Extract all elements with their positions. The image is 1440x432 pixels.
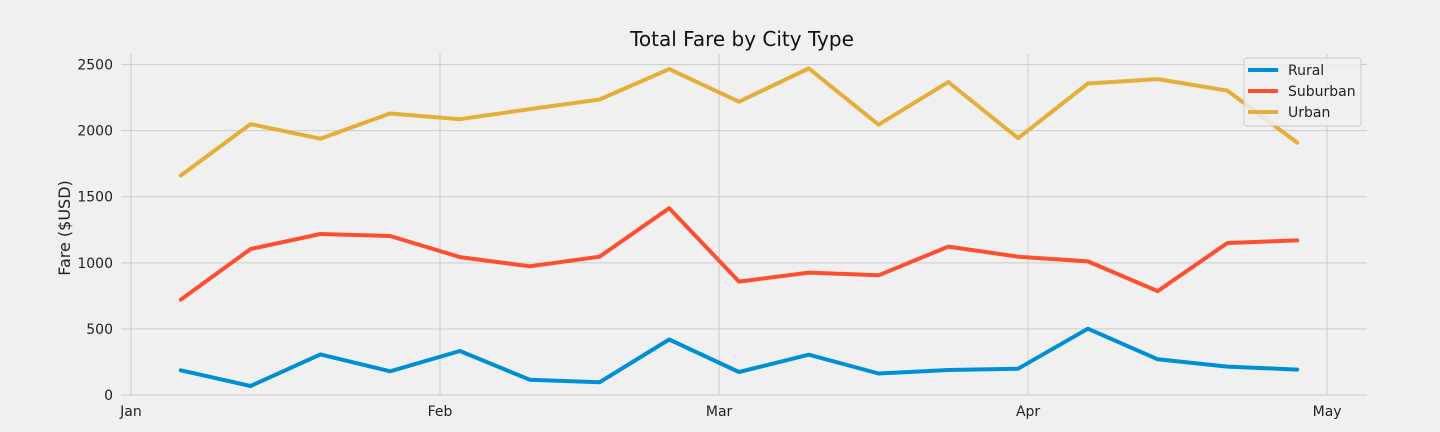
legend-label: Rural [1288,63,1324,79]
tick-labels: 0 500 1000 1500 2000 2500 Jan Feb Mar Apr May [77,58,1341,420]
series-lines [178,66,1300,388]
series-line-suburban [178,206,1300,302]
y-tick-label: 1000 [77,256,113,272]
legend-box [1243,57,1362,127]
y-axis-label: Fare ($USD) [55,180,74,276]
legend: Rural Suburban Urban [1243,57,1362,127]
y-tick-label: 2500 [77,58,113,74]
chart-title: Total Fare by City Type [629,27,854,51]
x-tick-label: Feb [428,404,453,420]
y-tick-label: 1500 [77,190,113,206]
x-tick-label: Jan [119,404,142,420]
y-tick-label: 500 [86,322,113,338]
x-tick-label: Apr [1016,404,1040,420]
series-line-urban [178,66,1300,178]
legend-label: Urban [1288,105,1330,121]
y-tick-label: 0 [104,388,113,404]
x-tick-label: May [1313,404,1342,420]
x-tick-label: Mar [706,404,733,420]
series-line-rural [178,326,1300,388]
legend-label: Suburban [1288,84,1356,100]
y-tick-label: 2000 [77,124,113,140]
grid [121,54,1367,396]
